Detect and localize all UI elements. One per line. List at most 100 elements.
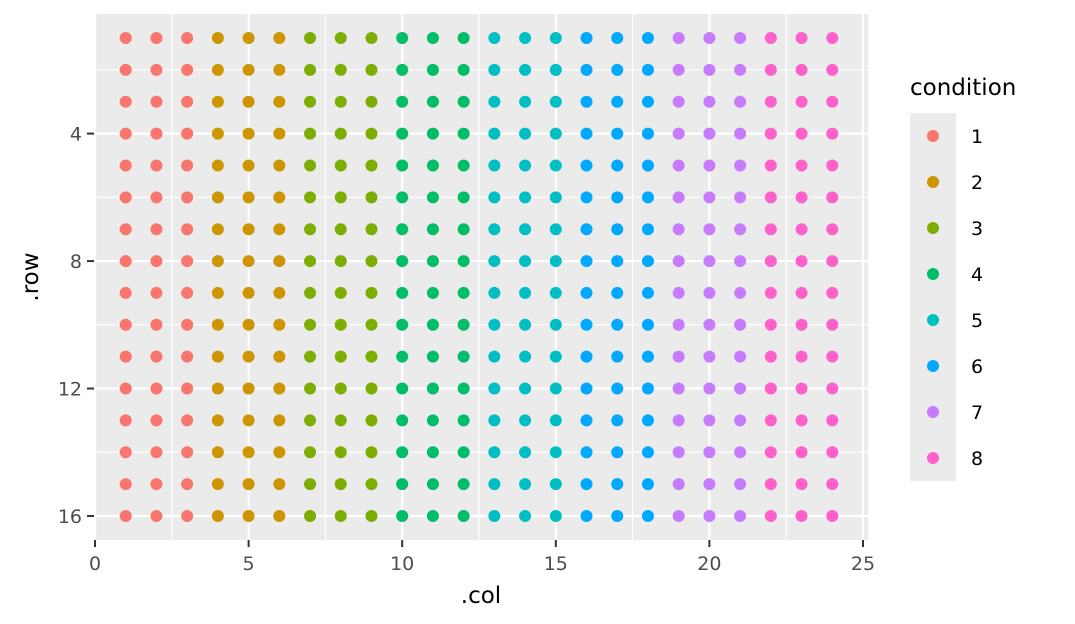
data-point <box>211 318 224 331</box>
data-point <box>457 510 470 522</box>
data-point <box>273 159 286 172</box>
data-point <box>611 191 624 204</box>
data-point <box>119 446 132 459</box>
data-point <box>457 318 470 331</box>
data-point <box>734 382 747 395</box>
data-point <box>211 382 224 395</box>
data-point <box>795 159 808 172</box>
x-axis-title: .col <box>461 583 501 609</box>
data-point <box>396 414 409 427</box>
y-axis: 4 8 12 16 <box>58 124 94 528</box>
data-point <box>703 510 716 522</box>
data-point <box>641 446 654 459</box>
data-point <box>549 510 562 522</box>
data-point <box>396 127 409 140</box>
data-point <box>396 255 409 268</box>
data-point <box>396 446 409 459</box>
data-point <box>611 414 624 427</box>
data-point <box>211 223 224 236</box>
data-point <box>119 318 132 331</box>
data-point <box>365 318 378 331</box>
data-point <box>426 95 439 108</box>
data-point <box>703 127 716 140</box>
data-point <box>334 127 347 140</box>
data-point <box>242 63 255 76</box>
data-point <box>181 510 194 522</box>
data-point <box>150 255 163 268</box>
data-point <box>580 95 593 108</box>
data-point <box>734 127 747 140</box>
data-point <box>304 32 317 44</box>
data-point <box>396 191 409 204</box>
data-point <box>396 318 409 331</box>
data-point <box>273 127 286 140</box>
data-point <box>703 382 716 395</box>
data-point <box>549 159 562 172</box>
data-point <box>273 510 286 522</box>
data-point <box>519 127 532 140</box>
data-point <box>457 63 470 76</box>
data-point <box>519 414 532 427</box>
data-point <box>734 350 747 363</box>
data-point <box>764 350 777 363</box>
data-point <box>519 446 532 459</box>
data-point <box>519 223 532 236</box>
data-point <box>611 255 624 268</box>
data-point <box>488 478 501 491</box>
data-point <box>703 446 716 459</box>
data-point <box>304 510 317 522</box>
data-point <box>211 446 224 459</box>
data-point <box>734 95 747 108</box>
legend-key-7 <box>927 406 939 418</box>
data-point <box>519 95 532 108</box>
data-point <box>580 318 593 331</box>
data-point <box>580 223 593 236</box>
data-point <box>549 255 562 268</box>
data-point <box>795 32 808 44</box>
data-point <box>211 414 224 427</box>
data-point <box>734 159 747 172</box>
data-point <box>764 159 777 172</box>
data-point <box>242 382 255 395</box>
data-point <box>519 32 532 44</box>
data-point <box>150 191 163 204</box>
legend-key-background <box>910 113 956 481</box>
data-point <box>150 350 163 363</box>
data-point <box>549 350 562 363</box>
data-point <box>703 223 716 236</box>
data-point <box>488 32 501 44</box>
data-point <box>150 382 163 395</box>
data-point <box>426 414 439 427</box>
legend-label-5: 5 <box>971 310 983 332</box>
data-point <box>764 63 777 76</box>
data-point <box>611 350 624 363</box>
data-point <box>365 382 378 395</box>
data-point <box>764 95 777 108</box>
data-point <box>641 478 654 491</box>
data-point <box>365 159 378 172</box>
data-point <box>672 223 685 236</box>
data-point <box>365 223 378 236</box>
data-point <box>304 159 317 172</box>
data-point <box>426 446 439 459</box>
data-point <box>611 510 624 522</box>
data-point <box>580 159 593 172</box>
data-point <box>119 255 132 268</box>
legend-label-7: 7 <box>971 402 983 424</box>
data-point <box>703 191 716 204</box>
x-tick-label: 0 <box>89 553 101 575</box>
data-point <box>426 63 439 76</box>
data-point <box>334 286 347 299</box>
data-point <box>273 191 286 204</box>
data-point <box>396 63 409 76</box>
data-point <box>396 478 409 491</box>
data-point <box>304 286 317 299</box>
data-point <box>672 286 685 299</box>
data-point <box>734 286 747 299</box>
data-point <box>488 382 501 395</box>
data-point <box>181 478 194 491</box>
data-point <box>119 223 132 236</box>
data-point <box>795 414 808 427</box>
data-point <box>273 286 286 299</box>
